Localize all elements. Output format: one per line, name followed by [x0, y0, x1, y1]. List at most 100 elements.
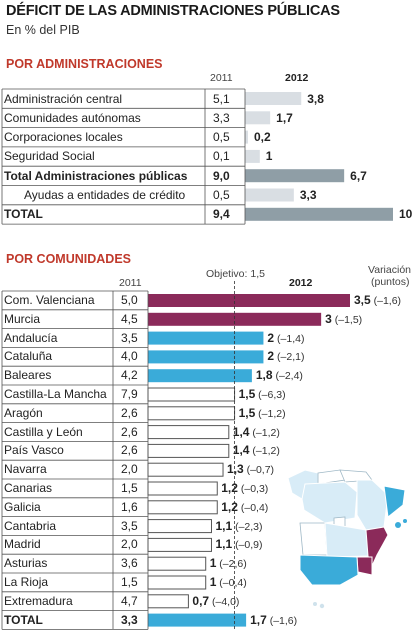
map-region-castilla-leon — [301, 481, 358, 524]
com-variation: (–4,0) — [209, 595, 240, 608]
com-value-2011: 4,7 — [121, 593, 138, 608]
admin-value-2012: 1,7 — [276, 110, 293, 125]
admin-bar — [245, 111, 271, 125]
com-variation: (–1,5) — [331, 313, 363, 326]
objective-label: Objetivo: 1,5 — [206, 268, 265, 280]
com-bar — [147, 537, 212, 552]
col-2012-admin: 2012 — [285, 72, 309, 84]
page-subtitle: En % del PIB — [6, 23, 80, 37]
com-variation: (–0,3) — [237, 483, 269, 495]
com-value-2011: 3,6 — [121, 556, 138, 571]
com-row-label: Com. Valenciana — [4, 293, 95, 307]
spain-map — [287, 469, 407, 609]
col-2011-admin: 2011 — [210, 72, 233, 84]
map-region-aragon-navarra — [356, 479, 389, 531]
com-value-2011: 2,6 — [121, 424, 138, 439]
com-row-label: Canarias — [4, 481, 53, 495]
com-variation: (–1,4) — [274, 332, 305, 345]
com-bar — [148, 350, 264, 364]
com-value-2012: 3,5 (–1,6) — [354, 293, 402, 307]
com-value-2011: 4,5 — [121, 311, 138, 326]
admin-bar — [245, 188, 294, 202]
admin-row-label: Seguridad Social — [4, 149, 95, 164]
com-row-label: TOTAL — [4, 612, 43, 627]
map-region-extremadura — [299, 522, 328, 556]
com-bar — [147, 425, 230, 440]
com-row-label: Andalucía — [4, 330, 58, 345]
com-bar — [147, 556, 207, 571]
admin-bar — [245, 130, 248, 144]
com-value-2011: 7,9 — [121, 387, 138, 401]
com-row-label: Asturias — [4, 556, 48, 571]
com-variation: (–0,4) — [237, 501, 269, 514]
com-value-2011: 1,6 — [121, 499, 138, 514]
com-variation: (–1,2) — [249, 426, 280, 439]
col-2011-com: 2011 — [119, 277, 142, 289]
section-title-administraciones: POR ADMINISTRACIONES — [6, 57, 163, 71]
com-value-2012: 2 (–1,4) — [267, 330, 305, 345]
com-value-2011: 2,0 — [121, 537, 138, 552]
com-value-2012: 0,7 (–4,0) — [192, 593, 240, 608]
admin-value-2011: 0,5 — [213, 188, 230, 202]
com-value-2012: 1,8 (–2,4) — [255, 368, 303, 383]
com-row-label: Extremadura — [4, 593, 73, 608]
com-value-2012: 1,3 (–0,7) — [227, 462, 275, 477]
variation-unit: (puntos) — [371, 276, 410, 288]
map-region-baleares — [395, 522, 401, 528]
admin-table-bg — [2, 89, 245, 225]
map-region-canarias — [313, 602, 317, 606]
com-value-2011: 1,5 — [121, 575, 138, 589]
com-value-2011: 3,3 — [121, 612, 138, 627]
map-region-baleares-2 — [403, 519, 407, 523]
com-row-label: La Rioja — [4, 575, 49, 589]
admin-value-2012: 0,2 — [253, 130, 271, 145]
com-row-label: Madrid — [4, 537, 41, 552]
com-value-2011: 4,0 — [121, 349, 138, 364]
com-value-2011: 2,0 — [121, 462, 138, 477]
admin-bar — [245, 207, 393, 221]
com-variation: (–0,4) — [216, 577, 247, 589]
com-value-2011: 3,5 — [121, 518, 138, 533]
com-value-2012: 1,2 (–0,3) — [221, 481, 269, 495]
admin-value-2011: 5,1 — [213, 91, 230, 106]
section-title-comunidades: POR COMUNIDADES — [6, 252, 132, 266]
com-variation: (–6,3) — [255, 389, 286, 401]
map-region-castilla-mancha — [324, 522, 371, 558]
com-variation: (–2,3) — [232, 520, 263, 533]
com-value-2012: 1,4 (–1,2) — [232, 424, 280, 439]
admin-bar — [245, 169, 345, 183]
com-value-2012: 1,2 (–0,4) — [221, 499, 269, 514]
com-value-2012: 3 (–1,5) — [325, 311, 363, 326]
com-value-2011: 4,2 — [121, 368, 138, 383]
com-row-label: Navarra — [4, 462, 47, 477]
com-variation: (–1,6) — [266, 614, 298, 627]
com-bar — [147, 443, 230, 458]
admin-row-label: Comunidades autónomas — [4, 110, 141, 125]
admin-row-label: Corporaciones locales — [4, 130, 123, 145]
admin-row-label: Administración central — [4, 91, 123, 106]
com-variation: (–2,1) — [274, 351, 305, 364]
com-value-2011: 2,6 — [121, 443, 138, 458]
map-region-canarias-2 — [319, 603, 325, 609]
com-value-2012: 1 (–2,6) — [209, 556, 247, 571]
com-row-label: País Vasco — [4, 443, 64, 458]
com-variation: (–1,2) — [255, 407, 286, 420]
com-bar — [147, 594, 189, 609]
variation-label: Variación — [368, 264, 411, 276]
com-row-label: Aragón — [4, 405, 43, 420]
com-bar — [148, 294, 350, 307]
com-bar — [148, 369, 252, 383]
com-variation: (–2,4) — [272, 370, 303, 383]
com-variation: (–2,6) — [216, 558, 247, 571]
page-title: DÉFICIT DE LAS ADMINISTRACIONES PÚBLICAS — [6, 3, 340, 19]
com-bar — [147, 519, 212, 534]
com-value-2012: 1 (–0,4) — [209, 575, 247, 589]
com-bar — [147, 481, 218, 496]
admin-value-2012: 6,7 — [350, 168, 367, 183]
com-variation: (–0,7) — [243, 464, 275, 477]
admin-value-2012: 10 — [399, 207, 413, 222]
admin-bar — [245, 149, 260, 163]
map-region-murcia — [356, 556, 373, 576]
com-row-label: Cataluña — [4, 349, 53, 364]
